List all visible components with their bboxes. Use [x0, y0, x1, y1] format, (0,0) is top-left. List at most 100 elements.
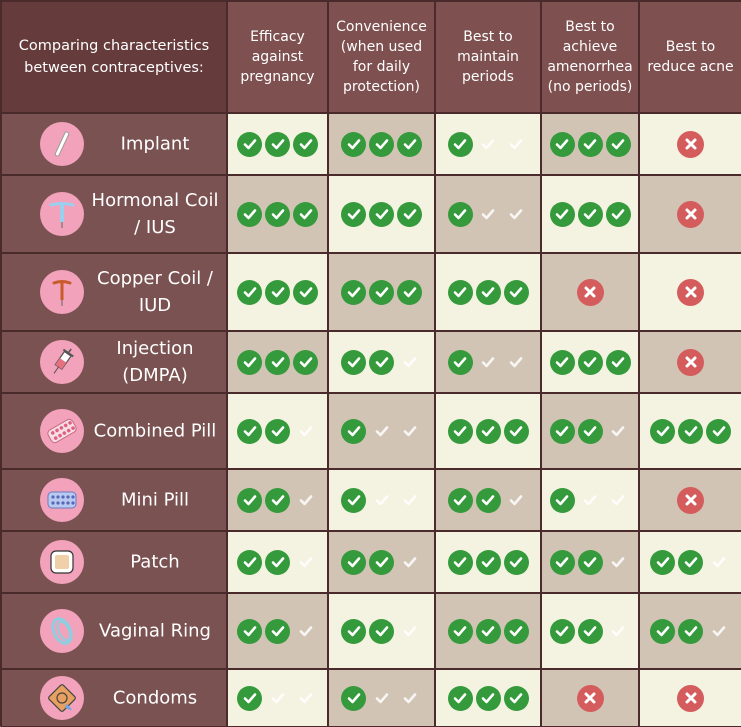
check-outline-icon	[293, 488, 318, 513]
check-icon	[650, 418, 675, 444]
rating-cell-copper-coil-iud-convenience	[328, 253, 435, 331]
rating-checks	[341, 131, 422, 157]
rating-cell-combined-pill-amenorrhea	[541, 393, 639, 469]
check-outline-icon	[504, 488, 529, 513]
rating-cell-combined-pill-efficacy	[227, 393, 328, 469]
column-header-maintain-periods: Best to maintain periods	[435, 1, 541, 113]
check-icon	[503, 618, 529, 644]
rating-checks	[237, 279, 318, 305]
check-icon	[341, 349, 366, 375]
patch-icon	[40, 540, 84, 584]
rating-checks	[341, 201, 422, 227]
rating-cell-vaginal-ring-amenorrhea	[541, 593, 639, 669]
check-icon	[447, 618, 473, 644]
check-icon	[369, 349, 394, 375]
check-outline-icon	[293, 550, 318, 575]
check-icon	[650, 618, 675, 644]
rating-checks	[447, 131, 529, 157]
rating-checks	[341, 618, 422, 644]
check-outline-icon	[606, 619, 631, 644]
corner-header: Comparing characteristics between contra…	[1, 1, 227, 113]
row-label: Mini Pill	[120, 489, 190, 511]
rating-checks	[237, 131, 318, 157]
check-outline-icon	[706, 619, 731, 644]
check-icon	[397, 131, 422, 157]
check-icon	[397, 279, 422, 305]
rating-cell-copper-coil-iud-amenorrhea	[541, 253, 639, 331]
check-outline-icon	[397, 350, 422, 375]
cross-icon	[677, 278, 704, 306]
check-icon	[369, 131, 394, 157]
row-label: Hormonal Coil / IUS	[91, 190, 219, 238]
rating-cell-hormonal-coil-ius-amenorrhea	[541, 175, 639, 253]
row-label: Vaginal Ring	[99, 620, 211, 642]
rating-checks	[237, 418, 318, 444]
implant-rod-icon	[40, 122, 84, 166]
row-header-hormonal-coil-ius: Hormonal Coil / IUS	[1, 175, 227, 253]
rating-cell-patch-maintain-periods	[435, 531, 541, 593]
check-outline-icon	[476, 350, 501, 375]
check-icon	[549, 618, 575, 644]
rating-cell-condoms-efficacy	[227, 669, 328, 727]
syringe-icon	[40, 340, 84, 384]
check-icon	[503, 549, 529, 575]
rating-checks	[650, 418, 731, 444]
cross-icon	[677, 130, 704, 158]
rating-cell-mini-pill-amenorrhea	[541, 469, 639, 531]
rating-cell-patch-efficacy	[227, 531, 328, 593]
check-icon	[265, 201, 290, 227]
row-header-combined-pill: Combined Pill	[1, 393, 227, 469]
check-icon	[293, 349, 318, 375]
rating-cell-hormonal-coil-ius-efficacy	[227, 175, 328, 253]
check-icon	[447, 487, 473, 513]
cross-icon	[677, 200, 704, 228]
check-outline-icon	[397, 550, 422, 575]
rating-cell-vaginal-ring-efficacy	[227, 593, 328, 669]
rating-cell-injection-dmpa-efficacy	[227, 331, 328, 393]
rating-checks	[341, 418, 422, 444]
check-icon	[503, 418, 529, 444]
row-header-mini-pill: Mini Pill	[1, 469, 227, 531]
check-outline-icon	[476, 132, 501, 157]
check-icon	[475, 618, 501, 644]
check-outline-icon	[504, 132, 529, 157]
row-label: Injection (DMPA)	[116, 338, 194, 386]
check-outline-icon	[476, 202, 501, 227]
rating-cell-injection-dmpa-maintain-periods	[435, 331, 541, 393]
check-outline-icon	[293, 619, 318, 644]
check-icon	[706, 418, 731, 444]
check-icon	[475, 487, 501, 513]
row-header-patch: Patch	[1, 531, 227, 593]
rating-cell-hormonal-coil-ius-convenience	[328, 175, 435, 253]
row-header-copper-coil-iud: Copper Coil / IUD	[1, 253, 227, 331]
check-outline-icon	[504, 202, 529, 227]
rating-cell-implant-efficacy	[227, 113, 328, 175]
check-icon	[369, 279, 394, 305]
hormonal-iud-icon	[40, 192, 84, 236]
rating-cell-vaginal-ring-acne	[639, 593, 741, 669]
rating-checks	[447, 279, 529, 305]
rating-cell-mini-pill-acne	[639, 469, 741, 531]
check-icon	[293, 279, 318, 305]
rating-checks	[237, 618, 318, 644]
check-icon	[237, 349, 262, 375]
copper-iud-icon	[40, 270, 84, 314]
check-outline-icon	[369, 686, 394, 711]
cross-icon	[677, 684, 704, 712]
check-icon	[369, 618, 394, 644]
check-icon	[293, 131, 318, 157]
check-outline-icon	[606, 419, 631, 444]
check-icon	[577, 549, 603, 575]
check-icon	[369, 549, 394, 575]
check-icon	[265, 618, 290, 644]
rating-cell-combined-pill-maintain-periods	[435, 393, 541, 469]
check-icon	[549, 349, 575, 375]
check-icon	[475, 279, 501, 305]
check-icon	[237, 279, 262, 305]
check-icon	[397, 201, 422, 227]
cross-icon	[576, 684, 604, 712]
check-icon	[237, 685, 262, 711]
rating-checks	[549, 549, 631, 575]
row-header-injection-dmpa: Injection (DMPA)	[1, 331, 227, 393]
